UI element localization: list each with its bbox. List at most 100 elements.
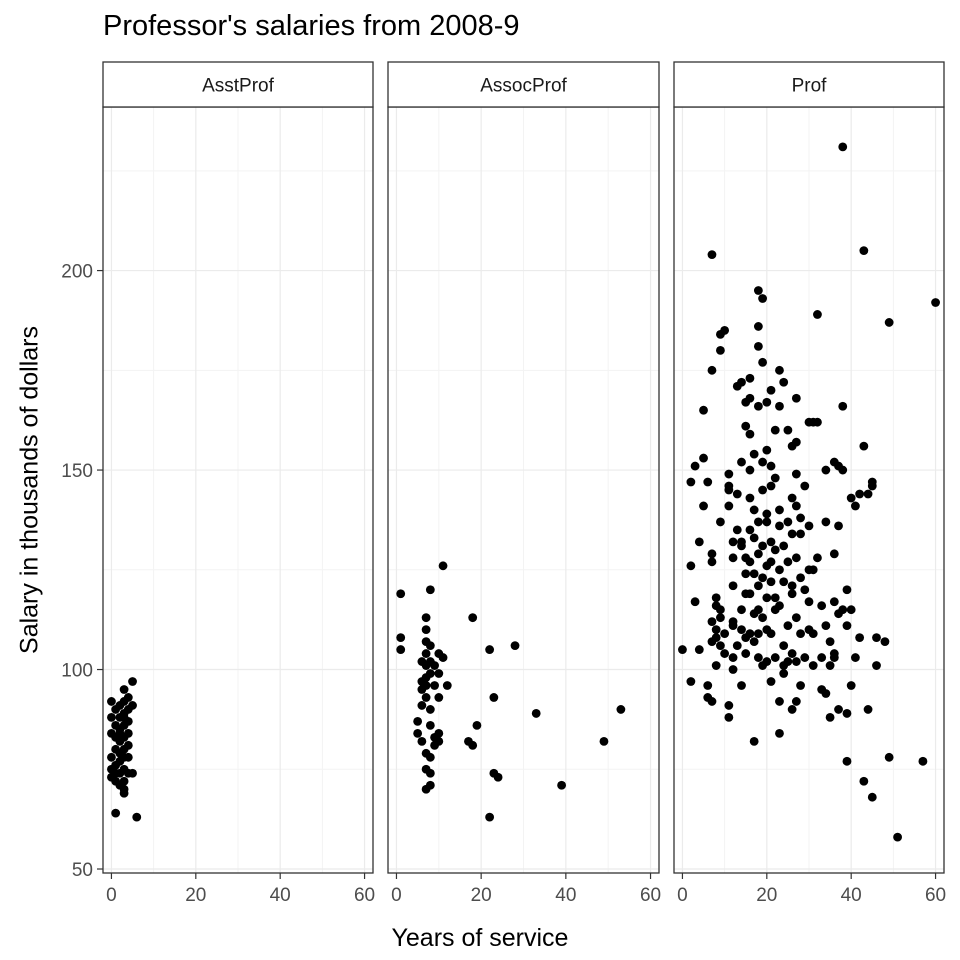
data-point	[893, 832, 902, 842]
data-point	[425, 720, 435, 730]
data-point	[766, 481, 776, 491]
data-point	[787, 529, 797, 539]
data-point	[720, 649, 730, 658]
data-point	[779, 661, 789, 670]
x-tick-label: 40	[270, 885, 291, 906]
data-point	[430, 661, 439, 670]
data-point	[770, 653, 780, 662]
data-point	[787, 581, 797, 591]
data-point	[425, 780, 435, 790]
data-point	[775, 505, 784, 515]
data-point	[119, 776, 129, 786]
data-point	[485, 645, 495, 654]
data-point	[434, 728, 444, 738]
data-point	[753, 629, 763, 639]
data-point	[128, 701, 137, 710]
data-point	[775, 521, 784, 531]
data-point	[762, 593, 772, 603]
data-point	[779, 541, 789, 551]
data-point	[787, 649, 797, 658]
data-point	[107, 713, 116, 722]
data-point	[753, 581, 763, 591]
data-point	[720, 326, 730, 335]
data-point	[758, 613, 767, 623]
data-point	[425, 752, 435, 762]
data-point	[838, 401, 848, 411]
y-tick-label: 100	[61, 661, 93, 682]
data-point	[846, 681, 856, 690]
data-point	[434, 736, 444, 746]
data-point	[791, 553, 801, 563]
data-point	[749, 449, 759, 459]
facet-strip-label: AssocProf	[480, 76, 567, 97]
x-tick-label: 40	[841, 885, 862, 906]
data-point	[123, 693, 133, 702]
data-point	[762, 657, 772, 666]
data-point	[728, 665, 738, 674]
data-point	[728, 621, 738, 631]
data-point	[745, 629, 755, 639]
data-point	[770, 605, 780, 615]
data-point	[766, 677, 776, 686]
data-point	[699, 453, 708, 463]
data-point	[842, 621, 852, 631]
data-point	[855, 489, 865, 499]
data-point	[775, 365, 784, 375]
data-point	[699, 501, 708, 511]
data-point	[867, 481, 877, 491]
data-point	[707, 557, 717, 567]
data-point	[770, 593, 780, 603]
facet-strip	[673, 61, 945, 108]
data-point	[821, 517, 831, 527]
data-point	[787, 589, 797, 599]
data-point	[842, 756, 852, 766]
data-point	[753, 605, 763, 615]
data-point	[690, 597, 700, 607]
data-point	[813, 310, 822, 319]
data-point	[716, 641, 725, 650]
x-tick-label: 0	[677, 885, 688, 906]
data-point	[804, 597, 814, 607]
data-point	[111, 768, 121, 778]
data-point	[707, 697, 717, 706]
data-point	[699, 405, 708, 415]
data-point	[413, 716, 423, 726]
data-point	[489, 693, 499, 702]
data-point	[741, 649, 751, 658]
data-point	[834, 521, 843, 531]
data-point	[678, 645, 687, 654]
data-point	[724, 713, 734, 722]
data-point	[791, 613, 801, 623]
data-point	[762, 445, 772, 455]
data-point	[531, 709, 541, 718]
data-point	[775, 697, 784, 706]
x-tick-label: 0	[391, 885, 402, 906]
x-tick-label: 20	[185, 885, 206, 906]
data-point	[838, 465, 848, 475]
data-point	[791, 657, 801, 666]
data-point	[425, 705, 435, 714]
data-point	[111, 808, 121, 818]
data-point	[686, 477, 696, 487]
data-point	[808, 661, 818, 670]
data-point	[766, 557, 776, 567]
data-point	[396, 633, 406, 643]
data-point	[872, 633, 881, 643]
data-point	[842, 709, 852, 718]
data-point	[762, 517, 772, 527]
data-point	[758, 357, 767, 367]
data-point	[821, 621, 831, 631]
y-tick-label: 50	[72, 860, 93, 881]
data-point	[686, 561, 696, 571]
data-point	[829, 549, 839, 559]
data-point	[728, 581, 738, 591]
data-point	[728, 537, 738, 547]
data-point	[737, 541, 746, 551]
data-point	[825, 713, 835, 722]
x-tick-label: 0	[106, 885, 117, 906]
data-point	[510, 641, 520, 650]
facet-strip-label: AsstProf	[202, 76, 275, 97]
data-point	[745, 589, 755, 599]
data-point	[758, 294, 767, 303]
